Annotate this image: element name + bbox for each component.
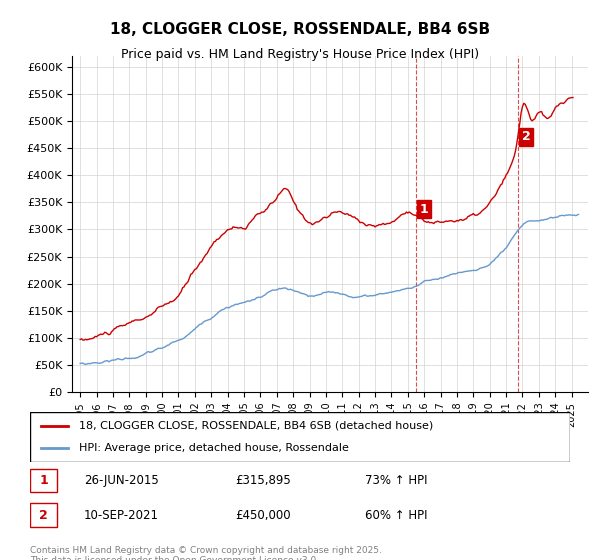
Text: Contains HM Land Registry data © Crown copyright and database right 2025.
This d: Contains HM Land Registry data © Crown c… [30,546,382,560]
Text: 1: 1 [419,203,428,216]
Text: 73% ↑ HPI: 73% ↑ HPI [365,474,427,487]
Text: 10-SEP-2021: 10-SEP-2021 [84,508,159,521]
Text: 26-JUN-2015: 26-JUN-2015 [84,474,159,487]
Text: 18, CLOGGER CLOSE, ROSSENDALE, BB4 6SB: 18, CLOGGER CLOSE, ROSSENDALE, BB4 6SB [110,22,490,38]
Text: £315,895: £315,895 [235,474,291,487]
Text: £450,000: £450,000 [235,508,291,521]
Text: 1: 1 [39,474,48,487]
Text: 18, CLOGGER CLOSE, ROSSENDALE, BB4 6SB (detached house): 18, CLOGGER CLOSE, ROSSENDALE, BB4 6SB (… [79,421,433,431]
Text: 2: 2 [521,130,530,143]
FancyBboxPatch shape [30,503,57,526]
Text: 60% ↑ HPI: 60% ↑ HPI [365,508,427,521]
Text: Price paid vs. HM Land Registry's House Price Index (HPI): Price paid vs. HM Land Registry's House … [121,48,479,60]
FancyBboxPatch shape [30,412,570,462]
Text: HPI: Average price, detached house, Rossendale: HPI: Average price, detached house, Ross… [79,443,349,453]
Text: 2: 2 [39,508,48,521]
FancyBboxPatch shape [30,469,57,492]
